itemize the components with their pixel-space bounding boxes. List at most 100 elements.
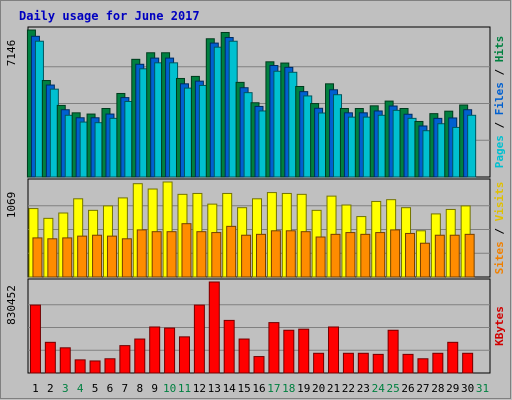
x-tick-label-3: 3 (62, 382, 69, 395)
x-tick-label-29: 29 (446, 382, 459, 395)
bar-sites-day-16 (256, 233, 266, 278)
bar-sites-day-2 (47, 238, 58, 278)
bar-sites-day-14 (226, 225, 237, 278)
bar-sites-day-20 (315, 236, 326, 278)
x-tick-label-10: 10 (163, 382, 176, 395)
x-tick-label-31: 31 (476, 382, 489, 395)
legend-entry: Visits (493, 182, 506, 222)
bar-sites-day-22 (345, 232, 356, 278)
bar-kbytes-day-18 (283, 329, 295, 374)
x-tick-label-7: 7 (122, 382, 129, 395)
bar-sites-day-5 (92, 234, 103, 278)
chart-panels: 7146 Pages / Files / Hits 1069 Sites / Visi… (5, 26, 506, 374)
x-tick-label-11: 11 (178, 382, 191, 395)
x-tick-label-24: 24 (372, 382, 386, 395)
x-tick-label-27: 27 (416, 382, 429, 395)
bar-sites-day-10 (166, 231, 177, 278)
bar-kbytes-day-20 (313, 352, 325, 374)
bar-sites-day-17 (270, 230, 281, 278)
bar-kbytes-day-29 (447, 341, 459, 374)
bar-kbytes-day-11 (178, 336, 190, 374)
bar-kbytes-day-19 (298, 328, 310, 374)
x-tick-label-6: 6 (107, 382, 114, 395)
y-max-label: 830452 (5, 285, 18, 325)
bar-sites-day-26 (405, 232, 416, 278)
bar-kbytes-day-16 (253, 356, 265, 374)
bar-sites-day-18 (285, 230, 296, 278)
bar-sites-day-1 (32, 237, 43, 278)
bar-kbytes-day-21 (328, 326, 340, 374)
bar-kbytes-day-9 (149, 326, 161, 374)
x-tick-label-28: 28 (431, 382, 444, 395)
bar-kbytes-day-7 (119, 345, 131, 374)
bar-kbytes-day-28 (432, 352, 444, 374)
y-max-label: 1069 (5, 192, 18, 219)
chart-title: Daily usage for June 2017 (19, 9, 200, 23)
y-max-label: 7146 (5, 40, 18, 67)
bar-sites-day-6 (106, 235, 117, 278)
bar-kbytes-day-24 (372, 353, 384, 374)
bar-kbytes-day-25 (387, 329, 399, 374)
bar-sites-day-8 (136, 229, 147, 278)
bar-kbytes-day-4 (74, 359, 86, 374)
bar-pages-day-30 (467, 114, 477, 178)
bar-sites-day-4 (77, 235, 88, 278)
x-tick-label-17: 17 (267, 382, 280, 395)
bar-sites-day-23 (360, 233, 371, 278)
bar-sites-day-27 (419, 242, 430, 278)
x-tick-label-15: 15 (237, 382, 250, 395)
bar-sites-day-25 (390, 229, 401, 278)
panel-hits-files-pages: 7146 Pages / Files / Hits (5, 26, 506, 178)
bar-kbytes-day-22 (342, 352, 354, 374)
bar-sites-day-12 (196, 231, 207, 278)
bar-sites-day-11 (181, 223, 192, 278)
x-tick-label-26: 26 (401, 382, 414, 395)
bar-sites-day-15 (241, 234, 252, 278)
bar-kbytes-day-12 (193, 304, 205, 374)
bar-kbytes-day-6 (104, 358, 116, 374)
legend-entry: / (493, 62, 506, 82)
bar-kbytes-day-5 (89, 360, 101, 374)
x-axis: 1 2 3 4 5 6 7 8 9 10 11 12 13 14 15 16 17 18 19 20 21 22 23 24 2… (32, 382, 489, 395)
legend: KBytes (493, 306, 506, 346)
bar-sites-day-9 (151, 231, 162, 278)
bar-sites-day-30 (464, 233, 475, 278)
bars (29, 281, 474, 374)
bar-kbytes-day-17 (268, 322, 280, 374)
x-tick-label-12: 12 (193, 382, 206, 395)
bar-kbytes-day-23 (357, 352, 369, 374)
x-tick-label-1: 1 (32, 382, 39, 395)
bars (26, 29, 477, 178)
x-tick-label-13: 13 (208, 382, 221, 395)
x-tick-label-21: 21 (327, 382, 340, 395)
bar-sites-day-29 (449, 234, 460, 278)
bar-kbytes-day-26 (402, 353, 414, 374)
legend-entry: / (493, 221, 506, 241)
x-tick-label-9: 9 (151, 382, 158, 395)
bar-kbytes-day-30 (462, 352, 474, 374)
x-tick-label-23: 23 (357, 382, 370, 395)
x-tick-label-4: 4 (77, 382, 84, 395)
bar-sites-day-7 (121, 238, 132, 278)
legend: Pages / Files / Hits (493, 36, 506, 169)
x-tick-label-30: 30 (461, 382, 474, 395)
bar-kbytes-day-10 (164, 327, 176, 374)
legend: Sites / Visits (493, 182, 506, 275)
x-tick-label-2: 2 (47, 382, 54, 395)
legend-entry: Pages (493, 135, 506, 168)
x-tick-label-18: 18 (282, 382, 295, 395)
legend-entry: Files (493, 82, 506, 115)
bar-kbytes-day-15 (238, 338, 250, 374)
legend-entry: Sites (493, 241, 506, 274)
bar-sites-day-24 (375, 232, 386, 278)
panel-visits-sites: 1069 Sites / Visits (5, 178, 506, 278)
bar-sites-day-19 (300, 231, 311, 278)
x-tick-label-22: 22 (342, 382, 355, 395)
x-tick-label-16: 16 (252, 382, 265, 395)
bar-kbytes-day-3 (59, 347, 71, 374)
legend-entry: KBytes (493, 306, 506, 346)
legend-entry: Hits (493, 36, 506, 63)
bar-kbytes-day-2 (44, 341, 56, 374)
